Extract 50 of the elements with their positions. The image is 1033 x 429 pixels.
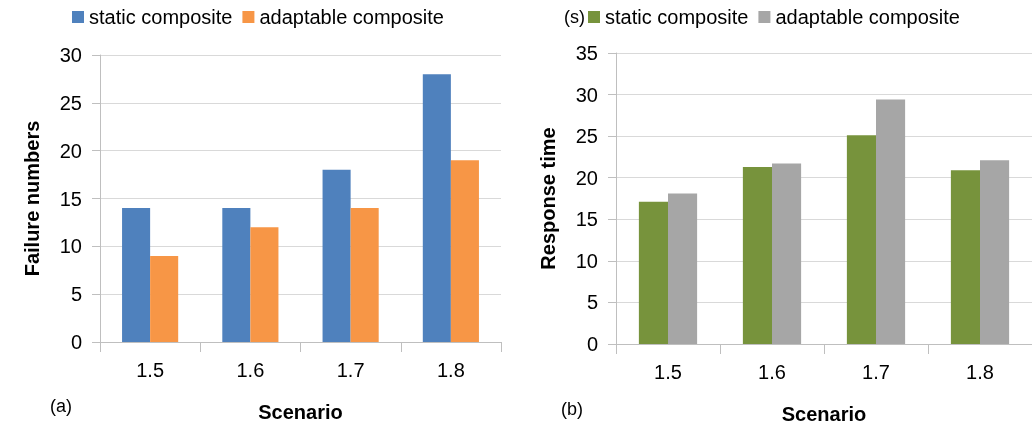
legend-label: adaptable composite [775,6,960,28]
y-tick-label: 0 [586,333,598,355]
x-axis-title: Scenario [258,401,343,423]
y-tick-label: 10 [575,249,598,272]
text: (a) [50,396,72,416]
y-tick-label: 25 [59,91,82,114]
y-tick-label: 15 [59,187,82,210]
bar [950,170,980,344]
bar [638,201,668,344]
legend-label: adaptable composite [259,6,444,28]
x-tick-label: 1.5 [654,361,682,383]
y-axis-title: Response time [537,127,559,270]
x-axis-title: Scenario [781,403,867,425]
x-tick-label: 1.7 [336,359,365,381]
bar [846,135,876,344]
bar [222,208,251,342]
y-tick-label: 25 [575,125,598,148]
bar [350,208,379,342]
x-tick-label: 1.6 [236,359,265,381]
x-tick-label: 1.6 [758,361,786,383]
bar [668,193,698,344]
y-tick-label: 5 [70,283,82,306]
x-tick-label: 1.5 [136,359,165,381]
y-tick-label: 5 [586,291,598,314]
y-tick-label: 20 [575,166,598,189]
y-tick-label: 15 [575,208,598,231]
legend-label: static composite [605,6,749,28]
bar [322,169,351,342]
x-tick-label: 1.7 [862,361,890,383]
y-tick-label: 35 [575,42,598,64]
y-tick-label: 0 [70,331,82,353]
bar [980,160,1010,344]
y-tick-label: 10 [59,235,82,258]
bar [450,160,479,342]
bar [876,99,906,344]
text: (s) [564,7,585,27]
bar [742,166,772,344]
y-tick-label: 30 [59,44,82,66]
x-tick-label: 1.8 [966,361,994,383]
bar [772,163,802,344]
y-tick-label: 30 [575,83,598,106]
bar [150,255,179,342]
bar [422,74,451,342]
x-tick-label: 1.8 [436,359,465,381]
legend-label: static composite [89,6,233,28]
y-axis-title: Failure numbers [21,120,43,277]
y-tick-label: 20 [59,139,82,162]
text: (b) [561,399,583,419]
bar [122,208,151,342]
bar [250,227,279,342]
